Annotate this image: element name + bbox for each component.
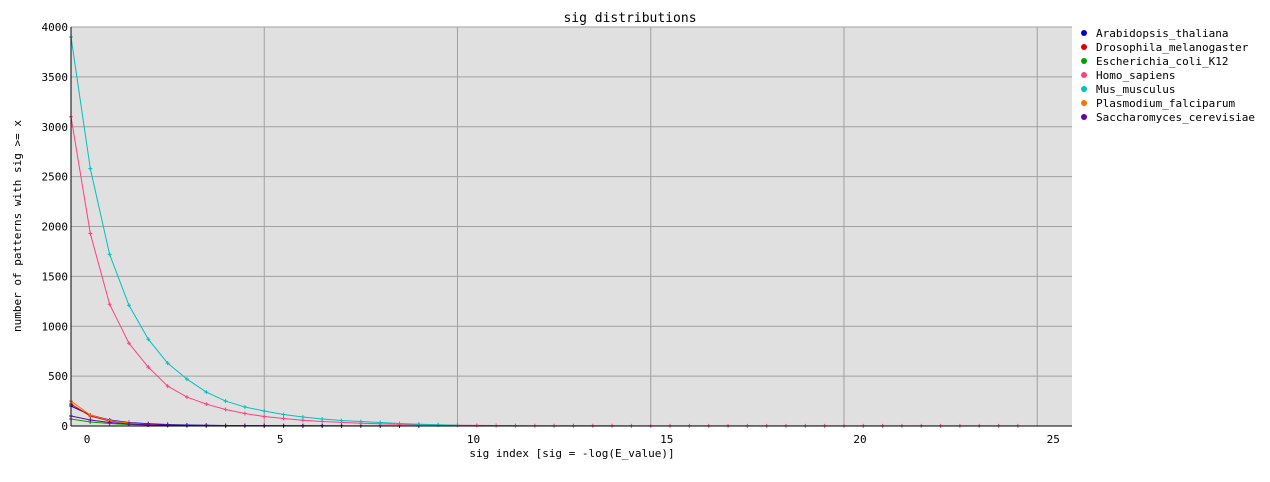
x-tick-label: 10 (467, 433, 480, 446)
x-tick-labels: 0 5 10 15 20 25 (84, 433, 1060, 446)
data-point (165, 361, 170, 366)
x-tick-label: 5 (277, 433, 284, 446)
data-point (378, 420, 383, 425)
legend-label: Mus_musculus (1096, 83, 1175, 96)
x-tick-label: 20 (853, 433, 866, 446)
y-tick-label: 1000 (42, 320, 69, 333)
legend-marker (1081, 114, 1087, 120)
data-point (320, 417, 325, 422)
y-tick-label: 0 (61, 420, 68, 433)
legend-label: Escherichia_coli_K12 (1096, 55, 1228, 68)
y-axis-label: number of patterns with sig >= x (11, 120, 24, 332)
data-point (397, 421, 402, 426)
data-point (300, 415, 305, 420)
legend-label: Plasmodium_falciparum (1096, 97, 1235, 110)
data-point (455, 423, 460, 428)
x-tick-label: 25 (1047, 433, 1060, 446)
y-tick-label: 1500 (42, 270, 69, 283)
data-point (281, 412, 286, 417)
chart-title: sig distributions (563, 11, 696, 26)
y-tick-label: 2000 (42, 221, 69, 234)
legend-marker (1081, 58, 1087, 64)
data-point (88, 413, 93, 418)
data-point (242, 405, 247, 410)
legend-marker (1081, 44, 1087, 50)
y-tick-label: 3500 (42, 71, 69, 84)
legend-marker (1081, 86, 1087, 92)
data-point (184, 377, 189, 382)
legend-marker (1081, 72, 1087, 78)
y-tick-label: 4000 (42, 21, 69, 34)
x-tick-label: 15 (660, 433, 673, 446)
data-point (88, 418, 93, 423)
data-point (126, 303, 131, 308)
data-point (339, 418, 344, 423)
data-point (88, 231, 93, 236)
legend-marker (1081, 30, 1087, 36)
data-point (223, 407, 228, 412)
data-point (126, 341, 131, 346)
data-point (88, 166, 93, 171)
data-point (281, 416, 286, 421)
data-point (107, 252, 112, 257)
data-point (204, 402, 209, 407)
legend-label: Homo_sapiens (1096, 69, 1175, 82)
legend-label: Saccharomyces_cerevisiae (1096, 111, 1255, 124)
data-point (223, 399, 228, 404)
x-axis-label: sig index [sig = -log(E_value)] (469, 447, 674, 460)
legend: Arabidopsis_thalianaDrosophila_melanogas… (1081, 27, 1255, 124)
data-point (242, 411, 247, 416)
legend-label: Arabidopsis_thaliana (1096, 27, 1228, 40)
data-point (204, 390, 209, 395)
y-tick-labels: 0 500 1000 1500 2000 2500 3000 3500 4000 (42, 21, 69, 433)
data-point (107, 420, 112, 425)
data-point (474, 423, 479, 428)
data-point (146, 337, 151, 342)
data-point (262, 414, 267, 419)
grid-lines (71, 26, 1072, 426)
legend-label: Drosophila_melanogaster (1096, 41, 1249, 54)
data-point (126, 422, 131, 427)
data-point (146, 365, 151, 370)
y-tick-label: 3000 (42, 121, 69, 134)
data-point (165, 384, 170, 389)
data-point (184, 395, 189, 400)
x-tick-label: 0 (84, 433, 91, 446)
data-point (358, 419, 363, 424)
data-point (165, 423, 170, 428)
y-tick-label: 2500 (42, 171, 69, 184)
y-tick-label: 500 (48, 370, 68, 383)
data-point (107, 302, 112, 307)
data-point (262, 409, 267, 414)
legend-marker (1081, 100, 1087, 106)
